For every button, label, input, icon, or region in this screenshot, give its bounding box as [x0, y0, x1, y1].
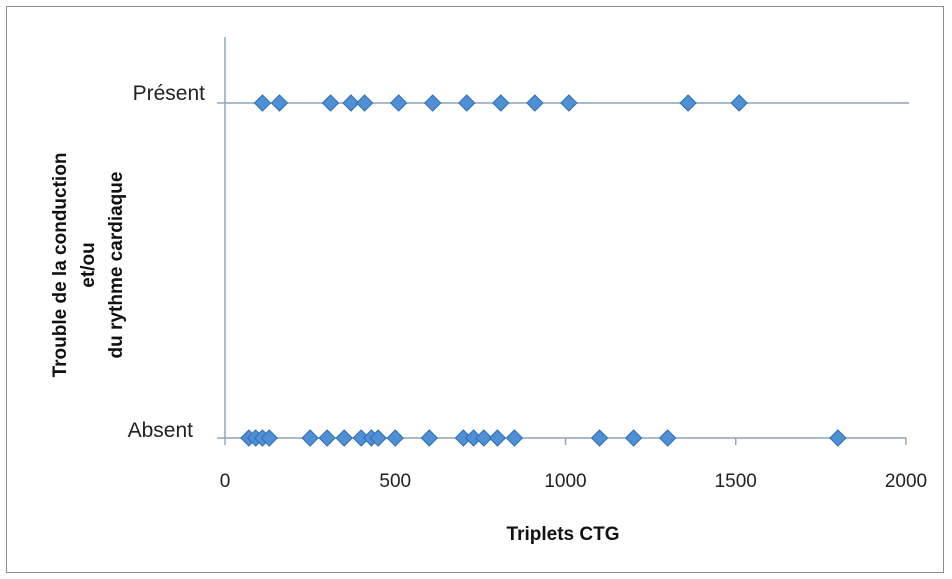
data-points	[240, 94, 847, 447]
data-point-present	[423, 94, 442, 112]
data-point-absent	[475, 429, 493, 447]
x-tick-label: 500	[379, 471, 411, 492]
data-point-present	[730, 94, 748, 112]
category-label-present: Présent	[133, 82, 206, 105]
x-tick-label: 2000	[885, 471, 927, 492]
data-point-present	[253, 94, 272, 112]
data-point-present	[492, 94, 510, 112]
x-tick-labels: 0 500 1000 1500 2000	[220, 471, 927, 492]
data-point-absent	[420, 429, 439, 447]
data-point-present	[342, 94, 360, 112]
y-axis-title-line-2: et/ou	[78, 242, 99, 287]
category-label-absent: Absent	[128, 419, 194, 442]
x-tick-label: 0	[220, 471, 231, 492]
chart-frame	[6, 6, 944, 573]
data-point-present	[321, 94, 340, 112]
data-point-absent	[369, 429, 387, 447]
y-axis-title-line-1: Trouble de la conduction	[50, 153, 71, 378]
data-point-present	[458, 94, 476, 112]
data-point-absent	[318, 429, 336, 447]
data-point-absent	[260, 429, 278, 447]
data-point-present	[389, 94, 408, 112]
axes	[217, 37, 909, 439]
y-axis-title: Trouble de la conduction et/ou du rythme…	[50, 153, 127, 378]
data-point-absent	[658, 429, 677, 447]
data-point-absent	[624, 429, 643, 447]
data-point-present	[526, 94, 544, 112]
data-point-present	[270, 94, 289, 112]
data-point-absent	[505, 429, 524, 447]
data-point-absent	[301, 429, 319, 447]
data-point-absent	[335, 429, 353, 447]
data-point-absent	[829, 429, 847, 447]
data-point-absent	[590, 429, 609, 447]
x-tick-label: 1500	[715, 471, 757, 492]
data-point-present	[679, 94, 697, 112]
data-point-absent	[488, 429, 507, 447]
y-axis-title-line-3: du rythme cardiaque	[106, 172, 127, 359]
x-tick-label: 1000	[544, 471, 586, 492]
data-point-absent	[386, 429, 404, 447]
x-axis-title: Triplets CTG	[507, 524, 620, 545]
data-point-present	[560, 94, 578, 112]
data-point-present	[355, 94, 374, 112]
